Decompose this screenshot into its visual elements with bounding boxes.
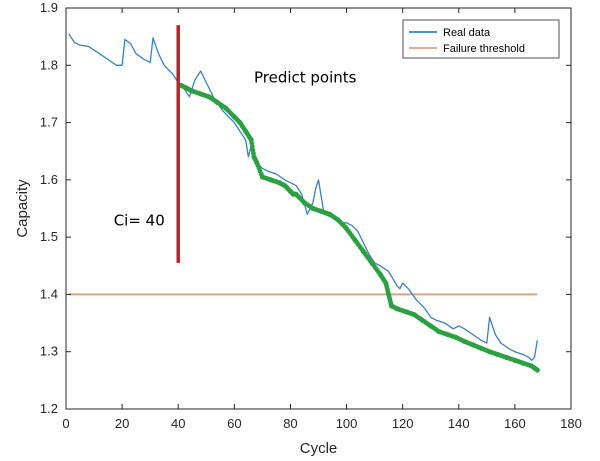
predict-points-annotation: Predict points bbox=[254, 68, 357, 86]
x-tick-label: 160 bbox=[504, 416, 526, 431]
predict-point bbox=[534, 367, 540, 373]
y-axis-label: Capacity bbox=[14, 179, 31, 238]
y-tick-label: 1.5 bbox=[40, 229, 58, 244]
ci-annotation: Ci= 40 bbox=[114, 212, 165, 230]
y-tick-label: 1.8 bbox=[40, 57, 58, 72]
x-tick-label: 40 bbox=[171, 416, 185, 431]
y-tick-label: 1.9 bbox=[40, 0, 58, 15]
legend-entry-label: Real data bbox=[443, 27, 491, 39]
legend: Real data Failure threshold bbox=[402, 19, 560, 59]
x-tick-label: 60 bbox=[227, 416, 241, 431]
x-tick-label: 100 bbox=[336, 416, 358, 431]
x-axis-ticks: 0 20 40 60 80 100 120 140 160 180 bbox=[62, 8, 582, 431]
y-tick-label: 1.4 bbox=[40, 286, 58, 301]
predict-points-series bbox=[178, 82, 540, 373]
y-tick-label: 1.3 bbox=[40, 344, 58, 359]
y-tick-label: 1.7 bbox=[40, 115, 58, 130]
x-tick-label: 120 bbox=[392, 416, 414, 431]
y-tick-label: 1.6 bbox=[40, 172, 58, 187]
y-tick-label: 1.2 bbox=[40, 401, 58, 416]
x-tick-label: 20 bbox=[115, 416, 129, 431]
plot-area bbox=[65, 7, 572, 410]
x-tick-label: 0 bbox=[62, 416, 69, 431]
x-tick-label: 80 bbox=[283, 416, 297, 431]
x-tick-label: 180 bbox=[560, 416, 582, 431]
legend-box bbox=[402, 19, 560, 59]
y-axis-ticks: 1.2 1.3 1.4 1.5 1.6 1.7 1.8 1.9 bbox=[40, 0, 571, 416]
x-tick-label: 140 bbox=[448, 416, 470, 431]
x-axis-label: Cycle bbox=[300, 440, 338, 457]
annotations: Predict points Ci= 40 bbox=[114, 68, 357, 229]
legend-entry-label: Failure threshold bbox=[443, 43, 525, 55]
